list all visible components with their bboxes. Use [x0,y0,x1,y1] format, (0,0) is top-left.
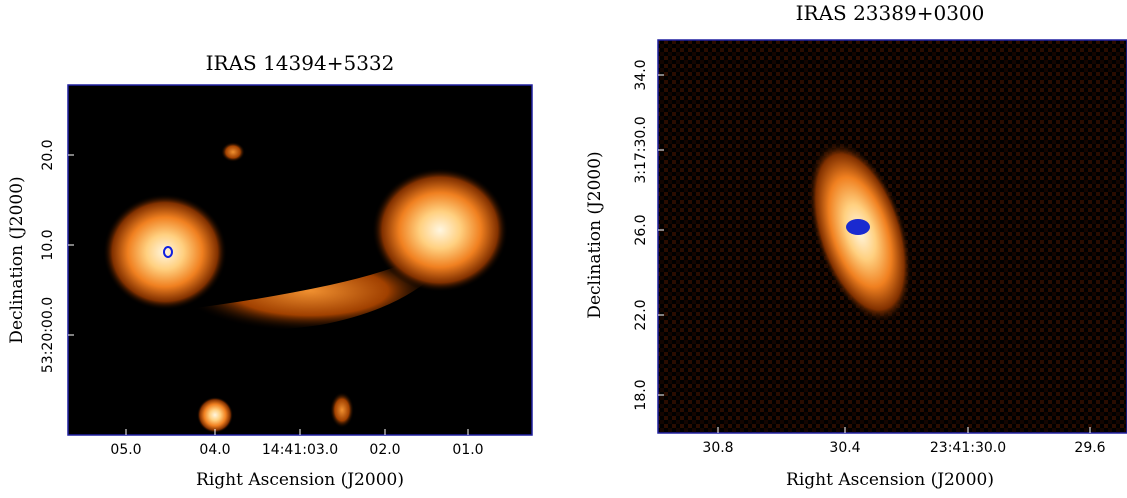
x-tick-label: 14:41:03.0 [262,442,338,458]
y-tick-label: 10.0 [40,229,56,260]
x-axis-label: Right Ascension (J2000) [196,470,404,490]
left-image [67,84,533,436]
y-tick-label: 18.0 [633,379,649,410]
x-tick-label: 29.6 [1074,440,1105,456]
x-tick-label: 01.0 [452,442,483,458]
y-tick-label: 22.0 [633,299,649,330]
x-tick-label: 02.0 [369,442,400,458]
x-tick-label: 30.8 [702,440,733,456]
y-tick-label: 26.0 [633,214,649,245]
right-image [657,39,1127,434]
x-tick-label: 05.0 [110,442,141,458]
y-axis-label: Declination (J2000) [7,176,27,343]
y-tick-label: 34.0 [633,59,649,90]
panel-title: IRAS 14394+5332 [206,51,395,75]
x-tick-label: 04.0 [199,442,230,458]
y-tick-label: 20.0 [40,139,56,170]
y-tick-label: 3:17:30.0 [633,116,649,183]
y-tick-label: 53:20:00.0 [40,297,56,373]
panel-title: IRAS 23389+0300 [796,1,985,25]
x-axis-label: Right Ascension (J2000) [786,470,994,490]
x-tick-label: 30.4 [829,440,860,456]
y-axis-label: Declination (J2000) [585,151,605,318]
x-tick-label: 23:41:30.0 [930,440,1006,456]
